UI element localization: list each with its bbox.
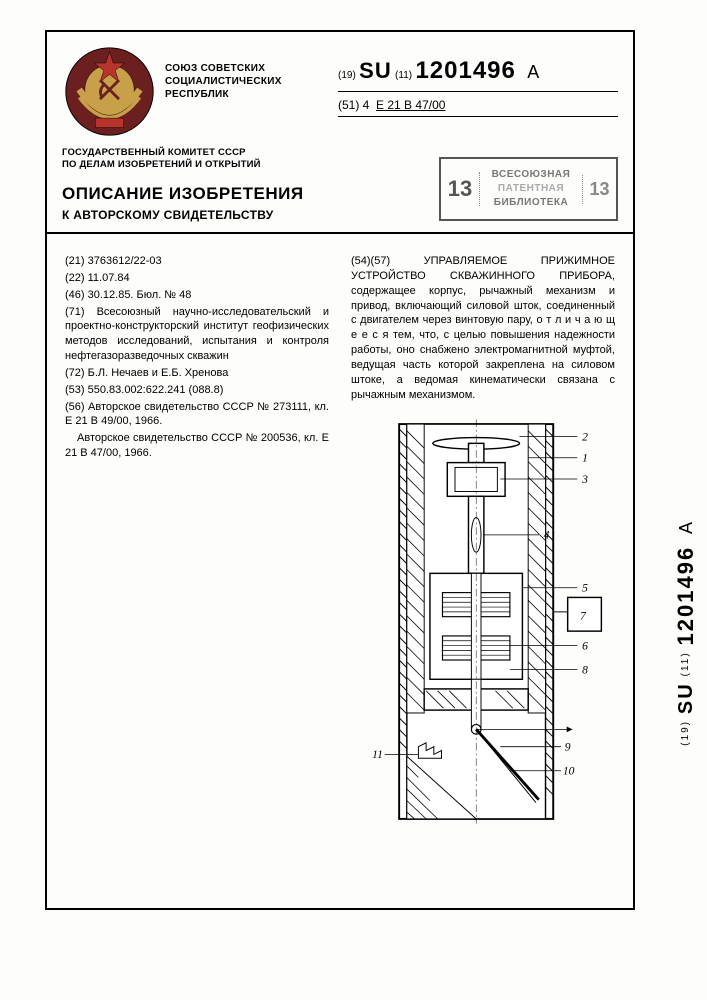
ipc-code: E 21 B 47/00 (376, 98, 445, 112)
svg-text:6: 6 (582, 641, 588, 653)
svg-text:8: 8 (582, 665, 588, 677)
svg-text:3: 3 (581, 474, 588, 486)
title-block: ОПИСАНИЕ ИЗОБРЕТЕНИЯ К АВТОРСКОМУ СВИДЕТ… (62, 184, 392, 222)
union-line1: СОЮЗ СОВЕТСКИХ (165, 62, 282, 75)
svg-text:2: 2 (582, 432, 588, 444)
technical-figure: 2 1 3 4 5 7 6 8 9 10 11 (351, 414, 611, 829)
stamp-t3: БИБЛИОТЕКА (480, 196, 582, 210)
publication-suffix: A (527, 62, 539, 82)
main-title: ОПИСАНИЕ ИЗОБРЕТЕНИЯ (62, 184, 392, 204)
union-line3: РЕСПУБЛИК (165, 88, 282, 101)
field-56b: Авторское свидетельство СССР № 200536, к… (65, 431, 329, 461)
publication-number: 1201496 (415, 57, 515, 84)
svg-text:10: 10 (563, 766, 575, 778)
committee-line2: ПО ДЕЛАМ ИЗОБРЕТЕНИЙ И ОТКРЫТИЙ (62, 159, 261, 171)
union-line2: СОЦИАЛИСТИЧЕСКИХ (165, 75, 282, 88)
stamp-text: ВСЕСОЮЗНАЯ ПАТЕНТНАЯ БИБЛИОТЕКА (480, 168, 582, 210)
sub-title: К АВТОРСКОМУ СВИДЕТЕЛЬСТВУ (62, 208, 392, 222)
side-suffix: A (676, 520, 696, 534)
field-56a: (56) Авторское свидетельство СССР № 2731… (65, 400, 329, 430)
svg-text:1: 1 (582, 453, 588, 465)
header-region: СОЮЗ СОВЕТСКИХ СОЦИАЛИСТИЧЕСКИХ РЕСПУБЛИ… (47, 32, 633, 234)
side-publication-code: (19) SU (11) 1201496 A (673, 520, 699, 746)
ussr-emblem-icon (62, 44, 157, 139)
publication-line: (19) SU (11) 1201496 A (338, 57, 618, 92)
library-stamp: 13 ВСЕСОЮЗНАЯ ПАТЕНТНАЯ БИБЛИОТЕКА 13 (439, 157, 618, 221)
ipc-prefix: (51) 4 (338, 98, 369, 112)
stamp-t1: ВСЕСОЮЗНАЯ (480, 168, 582, 182)
country-code: SU (359, 58, 392, 83)
field-71: (71) Всесоюзный научно-исследовательский… (65, 305, 329, 364)
two-columns: (21) 3763612/22-03 (22) 11.07.84 (46) 30… (65, 254, 615, 829)
field-46: (46) 30.12.85. Бюл. № 48 (65, 288, 329, 303)
svg-text:5: 5 (582, 583, 588, 595)
svg-text:4: 4 (544, 530, 550, 542)
field-21: (21) 3763612/22-03 (65, 254, 329, 269)
doc-number-region: (19) SU (11) 1201496 A (51) 4 E 21 B 47/… (338, 57, 618, 117)
side-prefix-19: (19) (680, 720, 691, 746)
side-country: SU (675, 682, 697, 714)
svg-text:9: 9 (565, 742, 571, 754)
body-region: (21) 3763612/22-03 (22) 11.07.84 (46) 30… (47, 234, 633, 839)
side-prefix-11: (11) (680, 651, 691, 676)
abstract-text: (54)(57) УПРАВЛЯЕМОЕ ПРИЖИМНОЕ УСТРОЙСТВ… (351, 254, 615, 402)
svg-text:11: 11 (372, 750, 383, 762)
prefix-19: (19) (338, 70, 356, 81)
prefix-11: (11) (395, 70, 412, 81)
union-text: СОЮЗ СОВЕТСКИХ СОЦИАЛИСТИЧЕСКИХ РЕСПУБЛИ… (165, 62, 282, 101)
stamp-left-num: 13 (441, 172, 480, 206)
side-number: 1201496 (673, 546, 698, 646)
stamp-right-num: 13 (582, 175, 616, 204)
committee-line1: ГОСУДАРСТВЕННЫЙ КОМИТЕТ СССР (62, 147, 261, 159)
committee-text: ГОСУДАРСТВЕННЫЙ КОМИТЕТ СССР ПО ДЕЛАМ ИЗ… (62, 147, 261, 172)
field-72: (72) Б.Л. Нечаев и Е.Б. Хренова (65, 366, 329, 381)
ipc-line: (51) 4 E 21 B 47/00 (338, 98, 618, 117)
field-22: (22) 11.07.84 (65, 271, 329, 286)
page: СОЮЗ СОВЕТСКИХ СОЦИАЛИСТИЧЕСКИХ РЕСПУБЛИ… (0, 0, 707, 1000)
right-column: (54)(57) УПРАВЛЯЕМОЕ ПРИЖИМНОЕ УСТРОЙСТВ… (351, 254, 615, 829)
stamp-t2: ПАТЕНТНАЯ (480, 182, 582, 196)
content-frame: СОЮЗ СОВЕТСКИХ СОЦИАЛИСТИЧЕСКИХ РЕСПУБЛИ… (45, 30, 635, 910)
left-column: (21) 3763612/22-03 (22) 11.07.84 (46) 30… (65, 254, 329, 829)
field-53: (53) 550.83.002:622.241 (088.8) (65, 383, 329, 398)
